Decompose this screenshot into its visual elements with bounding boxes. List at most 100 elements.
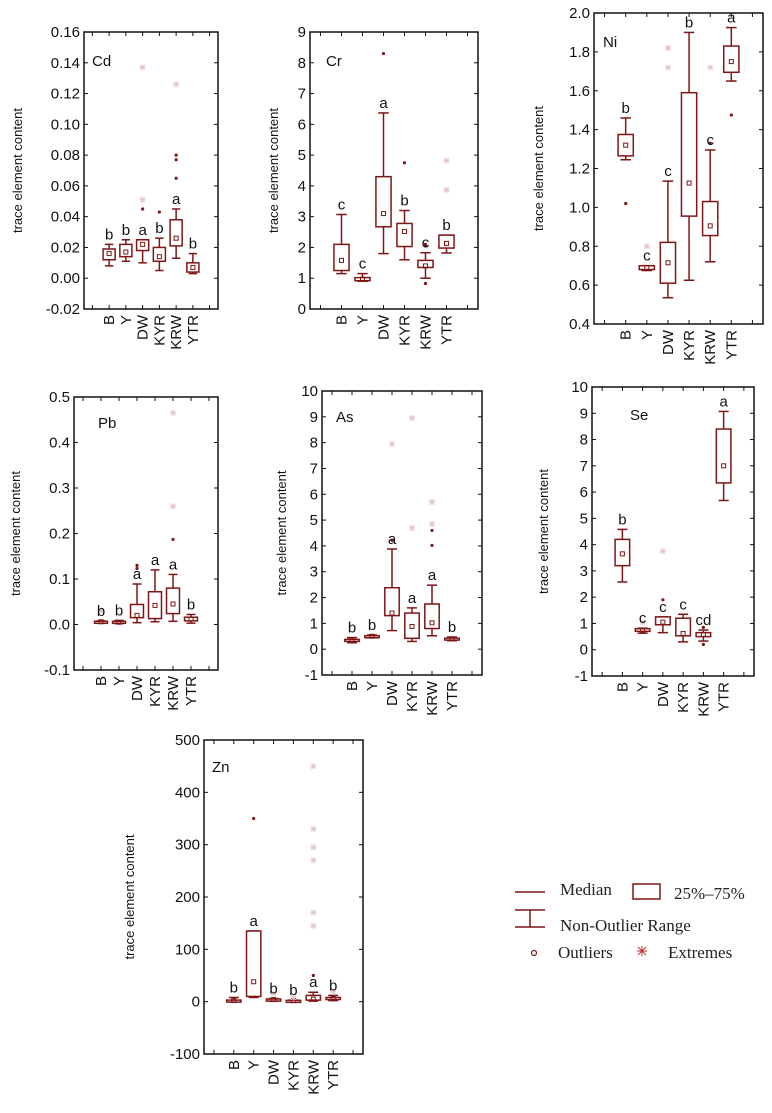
outlier-point: [423, 281, 428, 286]
median-marker: [339, 257, 344, 263]
panel-zn: -100 0 100 200 300 400 500 trace element conten…: [122, 732, 364, 1095]
iqr-box: [680, 91, 698, 217]
extreme-legend-icon: [637, 946, 647, 956]
median-marker: [349, 637, 355, 643]
category-label: KRW: [168, 314, 185, 350]
significance-letter: a: [379, 95, 388, 112]
y-tick-label: 0.00: [51, 270, 80, 287]
significance-letter: b: [230, 979, 238, 996]
iqr-box: [305, 994, 322, 1001]
panel-title: Cd: [92, 53, 111, 70]
box-y: b: [364, 617, 380, 639]
y-tick-label: 4: [310, 538, 318, 555]
y-tick-label: 1.4: [569, 122, 590, 139]
y-tick-label: 0: [310, 641, 318, 658]
y-tick-label: 0.08: [51, 147, 80, 164]
iqr-box: [129, 603, 145, 619]
median-marker: [116, 619, 122, 625]
significance-letter: b: [155, 220, 163, 237]
y-tick-label: 0.10: [51, 116, 80, 133]
median-marker: [310, 996, 316, 1002]
iqr-box: [333, 243, 350, 272]
median-marker: [188, 616, 194, 622]
extreme-point: [310, 763, 317, 770]
outlier-point: [390, 538, 394, 542]
extreme-stroke: [290, 994, 297, 1001]
significance-letter: a: [133, 566, 142, 583]
median-marker: [728, 59, 734, 65]
median-marker: [686, 180, 692, 186]
significance-letter: b: [368, 617, 376, 634]
panel-ni: 0.4 0.6 0.8 1.0 1.2 1.4 1.6 1.8 2.0 trace element…: [531, 5, 764, 365]
box-dw: a: [135, 64, 150, 264]
median-marker: [707, 223, 713, 229]
y-tick-label: 2: [298, 239, 306, 256]
iqr-box: [344, 638, 360, 643]
y-tick-label: -1: [575, 668, 588, 685]
iqr-box: [354, 276, 371, 282]
extreme-stroke: [639, 619, 646, 625]
y-tick-label: 0.6: [569, 277, 590, 294]
category-label: DW: [135, 314, 152, 340]
outlier-point: [708, 141, 712, 145]
iqr-box: [614, 538, 631, 567]
category-label: DW: [655, 681, 672, 707]
median-marker: [623, 142, 629, 148]
extreme-stroke: [139, 196, 146, 203]
box-y: b: [111, 602, 127, 625]
significance-letter: b: [622, 100, 630, 117]
extreme-point: [664, 64, 671, 71]
y-tick-label: -0.1: [44, 662, 70, 679]
outlier-point: [135, 563, 139, 567]
iqr-box: [634, 627, 651, 633]
median-marker: [156, 254, 162, 260]
significance-letter: c: [422, 235, 430, 252]
extreme-point: [270, 990, 277, 997]
iqr-box: [715, 428, 732, 484]
box-krw: a: [424, 499, 440, 637]
median-marker: [619, 551, 625, 557]
category-label: KRW: [165, 675, 182, 711]
box-kyr: b: [152, 210, 167, 272]
significance-letter: b: [189, 236, 197, 253]
iqr-box: [396, 222, 413, 248]
category-label: YTR: [444, 681, 461, 711]
legend-median-label: Median: [560, 880, 612, 899]
box-dw: a: [129, 563, 145, 624]
extreme-stroke: [173, 81, 179, 88]
y-tick-label: -100: [170, 1046, 200, 1063]
extreme-point: [707, 64, 714, 71]
legend-extremes-label: Extremes: [668, 943, 733, 962]
y-axis-label: trace element content: [266, 108, 281, 233]
outlier-point: [174, 153, 178, 157]
significance-letter: a: [172, 191, 181, 208]
y-tick-label: 100: [175, 941, 200, 958]
outlier-point: [171, 537, 175, 542]
significance-letter: c: [664, 163, 672, 180]
category-label: B: [101, 315, 118, 325]
y-tick-label: 200: [175, 889, 200, 906]
median-marker: [360, 276, 365, 282]
y-axis-label: trace element content: [536, 469, 551, 594]
y-tick-label: 0.06: [51, 178, 80, 195]
median-marker: [660, 619, 666, 625]
y-tick-label: 1: [298, 270, 306, 287]
significance-letter: c: [679, 596, 687, 613]
y-tick-label: 1.6: [569, 83, 590, 100]
box-ytr: b: [325, 977, 342, 1002]
extreme-stroke: [139, 64, 146, 71]
median-marker: [423, 263, 428, 269]
category-label: YTR: [325, 1060, 342, 1090]
box-krw: c: [417, 235, 434, 286]
extreme-point: [173, 81, 180, 88]
extreme-stroke: [310, 763, 317, 770]
extreme-point: [310, 909, 317, 916]
box-b: b: [93, 603, 109, 625]
median-marker: [409, 623, 415, 629]
box-ytr: b: [183, 596, 199, 624]
iqr-box: [225, 999, 242, 1003]
plot-frame: [203, 739, 364, 1055]
panel-title: Cr: [326, 53, 342, 70]
significance-letter: b: [122, 222, 130, 239]
